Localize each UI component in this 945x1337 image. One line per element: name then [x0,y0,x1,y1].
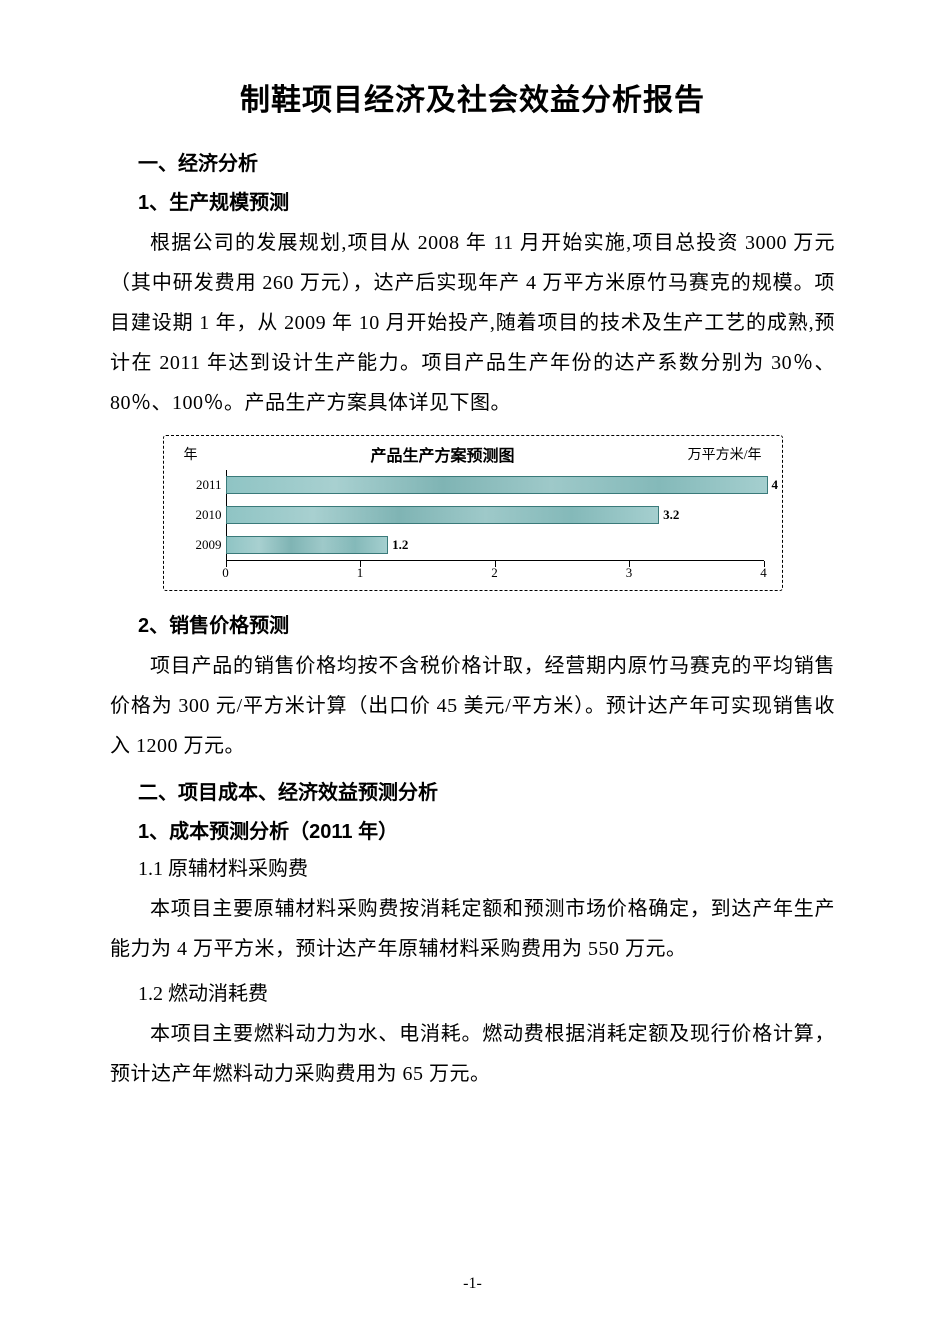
section-1-2-heading: 2、销售价格预测 [138,609,835,638]
chart-bar-fill [226,506,660,524]
section-1-1-heading: 1、生产规模预测 [138,186,835,215]
chart-x-tick-label: 2 [491,565,498,581]
chart-x-axis-unit: 万平方米/年 [688,444,762,464]
chart-bar-value-label: 1.2 [392,537,408,553]
chart-bar-fill [226,476,768,494]
section-2-1-1-paragraph: 本项目主要原辅材料采购费按消耗定额和预测市场价格确定，到达产年生产能力为 4 万… [110,889,835,969]
chart-title: 产品生产方案预测图 [198,442,688,466]
chart-x-tick-label: 0 [222,565,229,581]
chart-bar-row: 20114 [226,470,768,500]
section-2-1-1-heading: 1.1 原辅材料采购费 [138,852,835,881]
chart-x-tick-label: 3 [626,565,633,581]
chart-bar-track: 3.2 [226,506,768,524]
chart-bar-year-label: 2009 [182,537,222,553]
document-page: 制鞋项目经济及社会效益分析报告 一、经济分析 1、生产规模预测 根据公司的发展规… [0,0,945,1134]
chart-x-tick-label: 4 [760,565,767,581]
section-2-1-2-heading: 1.2 燃动消耗费 [138,977,835,1006]
section-1-heading: 一、经济分析 [138,147,835,176]
page-number: -1- [0,1275,945,1293]
section-1-1-paragraph: 根据公司的发展规划,项目从 2008 年 11 月开始实施,项目总投资 3000… [110,223,835,423]
chart-header: 年 产品生产方案预测图 万平方米/年 [178,442,768,470]
chart-body: 2011420103.220091.201234 [178,470,768,582]
chart-bar-value-label: 4 [772,477,779,493]
section-2-heading: 二、项目成本、经济效益预测分析 [138,776,835,805]
chart-bar-value-label: 3.2 [663,507,679,523]
section-2-1-2-paragraph: 本项目主要燃料动力为水、电消耗。燃动费根据消耗定额及现行价格计算，预计达产年燃料… [110,1014,835,1094]
chart-bar-year-label: 2011 [182,477,222,493]
chart-bar-row: 20103.2 [226,500,768,530]
chart-y-axis-label: 年 [184,444,198,464]
chart-bar-track: 4 [226,476,768,494]
production-forecast-chart: 年 产品生产方案预测图 万平方米/年 2011420103.220091.201… [163,435,783,591]
section-2-1-heading: 1、成本预测分析（2011 年） [138,815,835,844]
chart-bar-row: 20091.2 [226,530,768,560]
document-title: 制鞋项目经济及社会效益分析报告 [110,75,835,119]
chart-x-tick-label: 1 [357,565,364,581]
section-1-2-paragraph: 项目产品的销售价格均按不含税价格计取，经营期内原竹马赛克的平均销售价格为 300… [110,646,835,766]
chart-bar-year-label: 2010 [182,507,222,523]
chart-bar-fill [226,536,389,554]
chart-x-axis: 01234 [226,560,764,582]
chart-bar-track: 1.2 [226,536,768,554]
